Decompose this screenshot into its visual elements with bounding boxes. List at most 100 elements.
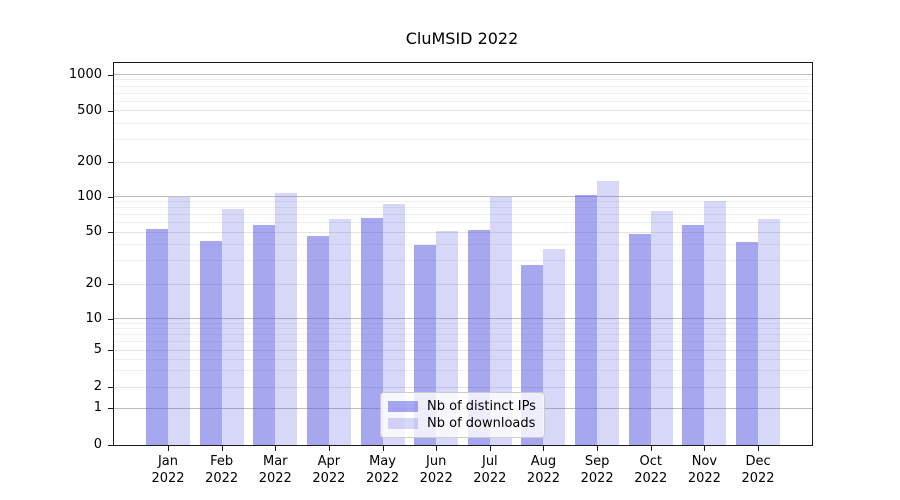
gridline-minor: [114, 122, 812, 124]
bar-distinct-ips: [253, 225, 276, 445]
x-tick-label: Jul 2022: [473, 454, 507, 486]
bar-downloads: [275, 192, 298, 445]
bar-distinct-ips: [146, 229, 168, 445]
y-tick: [108, 196, 114, 198]
legend: Nb of distinct IPs Nb of downloads: [380, 392, 545, 438]
y-tick-label: 5: [93, 342, 102, 357]
bar-distinct-ips: [306, 235, 329, 445]
y-tick-label: 200: [77, 154, 102, 169]
gridline-minor: [114, 341, 812, 343]
bar-distinct-ips: [199, 240, 222, 445]
x-tick-label: Apr 2022: [312, 454, 346, 486]
bar-distinct-ips: [575, 194, 598, 445]
y-tick-label: 2: [93, 379, 102, 394]
gridline-minor: [114, 322, 812, 324]
x-tick-label: Mar 2022: [258, 454, 292, 486]
bar-downloads: [221, 208, 244, 445]
x-tick-label: Feb 2022: [205, 454, 239, 486]
legend-swatch-downloads: [388, 418, 418, 429]
gridline-major: [114, 283, 812, 285]
gridline-minor: [114, 222, 812, 224]
gridline-minor: [114, 92, 812, 94]
bar-downloads: [704, 201, 727, 445]
y-tick-label: 0: [93, 437, 102, 452]
bar-downloads: [168, 196, 190, 445]
gridline-minor: [114, 79, 812, 81]
y-tick-label: 100: [77, 188, 102, 204]
legend-label-downloads: Nb of downloads: [427, 416, 536, 431]
bar-downloads: [758, 219, 781, 445]
y-tick-label: 50: [85, 224, 102, 239]
gridline-minor: [114, 334, 812, 336]
bar-downloads: [650, 210, 673, 445]
x-tick: [489, 446, 491, 451]
x-tick-label: May 2022: [366, 454, 400, 486]
x-tick-label: Nov 2022: [687, 454, 721, 486]
bar-distinct-ips: [736, 241, 759, 445]
chart-title: CluMSID 2022: [405, 29, 519, 48]
gridline-minor: [114, 358, 812, 360]
x-tick: [597, 446, 599, 451]
x-tick-label: Aug 2022: [526, 454, 561, 486]
legend-label-distinct-ips: Nb of distinct IPs: [427, 399, 536, 414]
bar-downloads: [489, 196, 512, 445]
bar-distinct-ips: [360, 217, 383, 445]
x-tick-label: Jun 2022: [419, 454, 453, 486]
gridline-minor: [114, 260, 812, 262]
gridline-minor: [114, 370, 812, 372]
gridline-major: [114, 386, 812, 388]
y-tick: [108, 408, 114, 409]
x-tick: [221, 446, 223, 451]
gridline-minor: [114, 201, 812, 203]
bar-distinct-ips: [682, 225, 705, 445]
x-tick-label: Oct 2022: [634, 454, 668, 486]
bar-downloads: [328, 218, 351, 445]
gridline-major: [114, 231, 812, 233]
x-tick: [168, 446, 169, 451]
gridline-minor: [114, 85, 812, 87]
legend-item-distinct-ips: Nb of distinct IPs: [388, 399, 536, 414]
bar-downloads: [543, 249, 566, 445]
gridline-minor: [114, 214, 812, 216]
bar-downloads: [436, 230, 459, 445]
bar-distinct-ips: [467, 229, 490, 445]
gridline-major: [114, 318, 812, 319]
x-tick: [436, 446, 438, 451]
plot-area: Nb of distinct IPs Nb of downloads 0 1 2 5 1…: [69, 62, 813, 486]
y-tick: [108, 318, 114, 320]
x-tick-label: Sep 2022: [580, 454, 614, 486]
gridline-minor: [114, 138, 812, 140]
y-tick-label: 10: [85, 310, 102, 326]
y-tick: [108, 110, 114, 112]
gridline-minor: [114, 328, 812, 330]
x-tick: [382, 446, 384, 451]
gridline-major: [114, 349, 812, 351]
gridline-major: [114, 110, 812, 111]
y-tick: [108, 162, 114, 163]
x-tick: [758, 446, 760, 451]
bar-downloads: [382, 203, 405, 445]
x-tick: [543, 446, 545, 451]
gridline-major: [114, 74, 812, 75]
gridline-minor: [114, 244, 812, 246]
gridline-major: [114, 196, 812, 197]
gridline-minor: [114, 207, 812, 209]
x-tick-label: Jan 2022: [151, 454, 185, 486]
bar-distinct-ips: [628, 234, 651, 445]
gridline-minor: [114, 100, 812, 102]
bar-downloads: [597, 180, 620, 445]
y-tick-label: 20: [85, 276, 102, 291]
y-tick: [108, 387, 114, 388]
y-tick: [108, 350, 114, 351]
y-tick-label: 500: [77, 102, 102, 118]
y-tick-label: 1000: [68, 66, 102, 82]
y-tick: [108, 445, 114, 446]
y-tick: [108, 232, 114, 233]
legend-swatch-distinct-ips: [388, 401, 418, 412]
gridline-major: [114, 161, 812, 163]
x-tick: [650, 446, 652, 451]
legend-item-downloads: Nb of downloads: [388, 416, 536, 431]
y-tick: [108, 284, 114, 285]
y-tick-label: 1: [93, 400, 102, 415]
